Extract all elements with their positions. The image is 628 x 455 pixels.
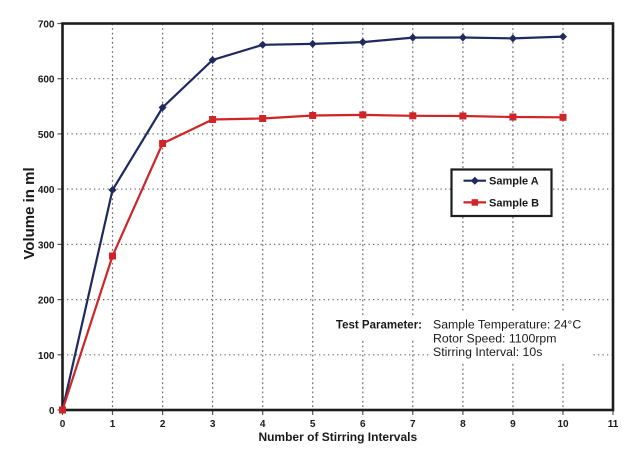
svg-text:Number of Stirring Intervals: Number of Stirring Intervals bbox=[258, 430, 417, 444]
svg-text:100: 100 bbox=[38, 351, 55, 362]
svg-text:6: 6 bbox=[360, 419, 366, 430]
svg-text:600: 600 bbox=[38, 75, 55, 86]
svg-text:Sample A: Sample A bbox=[489, 176, 539, 188]
svg-text:0: 0 bbox=[60, 419, 66, 430]
svg-text:Sample B: Sample B bbox=[489, 197, 539, 209]
svg-text:5: 5 bbox=[310, 419, 316, 430]
svg-text:500: 500 bbox=[38, 130, 55, 141]
svg-text:Stirring Interval: 10s: Stirring Interval: 10s bbox=[433, 345, 542, 359]
svg-text:200: 200 bbox=[38, 296, 55, 307]
svg-text:Volume in ml: Volume in ml bbox=[21, 167, 38, 259]
svg-text:11: 11 bbox=[608, 419, 619, 430]
svg-text:Rotor Speed: 1100rpm: Rotor Speed: 1100rpm bbox=[433, 331, 557, 345]
svg-text:8: 8 bbox=[460, 419, 466, 430]
svg-text:9: 9 bbox=[510, 419, 516, 430]
svg-text:400: 400 bbox=[38, 185, 55, 196]
svg-text:7: 7 bbox=[410, 419, 416, 430]
svg-text:3: 3 bbox=[210, 419, 216, 430]
svg-text:Test Parameter:: Test Parameter: bbox=[336, 320, 422, 332]
svg-text:Sample Temperature: 24°C: Sample Temperature: 24°C bbox=[433, 318, 581, 332]
svg-text:2: 2 bbox=[160, 419, 166, 430]
svg-text:700: 700 bbox=[38, 20, 55, 31]
svg-text:0: 0 bbox=[49, 406, 55, 417]
svg-text:10: 10 bbox=[557, 419, 569, 430]
svg-text:4: 4 bbox=[260, 419, 266, 430]
svg-text:300: 300 bbox=[38, 240, 55, 251]
svg-text:1: 1 bbox=[110, 419, 116, 430]
